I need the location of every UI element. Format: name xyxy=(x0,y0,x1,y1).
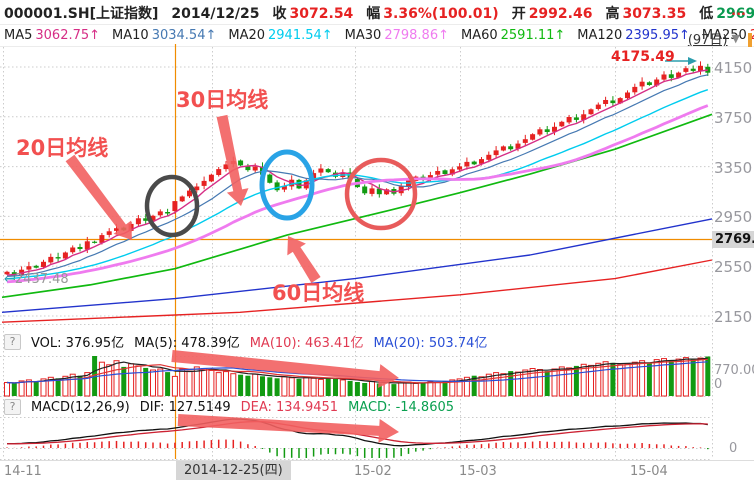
quote-field-收: 收 3072.54 xyxy=(272,6,354,22)
vol-ma10: MA(10): 463.41亿 xyxy=(249,336,364,351)
macd-dea: DEA: 134.9451 xyxy=(240,399,339,415)
quote-date: 2014/12/25 xyxy=(171,6,260,22)
ma-legend-MA10: MA10 3034.54↑ xyxy=(112,28,217,43)
annotation-arrows-group xyxy=(65,114,399,443)
volume-bars-group xyxy=(4,356,711,397)
y-tick: 3750 xyxy=(714,108,753,127)
vol-ma20: MA(20): 503.74亿 xyxy=(373,336,488,351)
ma-legend-bar: MA5 3062.75↑ MA10 3034.54↑ MA20 2941.54↑ MA30 2… xyxy=(4,28,754,43)
y-tick: 2950 xyxy=(714,208,753,227)
macd-histogram-group xyxy=(6,439,709,458)
low-price-marker: ←2437.48 xyxy=(4,272,69,287)
quote-field-高: 高 3073.35 xyxy=(605,6,687,22)
y-tick: 3350 xyxy=(714,158,753,177)
annotation-text: 60日均线 xyxy=(272,281,365,305)
vol-axis-max: 770.00亿 xyxy=(714,363,754,378)
symbol-name: 000001.SH[上证指数] xyxy=(4,6,159,22)
annotation-circles-group xyxy=(144,149,418,238)
vol-ma5: MA(5): 478.39亿 xyxy=(134,336,240,351)
macd-indicator-bar: ? MACD(12,26,9) DIF: 127.5149 DEA: 134.9… xyxy=(4,399,454,415)
vol-label: VOL: 376.95亿 xyxy=(31,336,125,351)
ma-legend-MA60: MA60 2591.11↑ xyxy=(460,28,566,43)
ma-legend-MA5: MA5 3062.75↑ xyxy=(4,28,101,43)
x-tick: 14-11 xyxy=(4,464,42,479)
x-tick: 15-04 xyxy=(630,464,668,479)
ma-legend-MA30: MA30 2798.86↑ xyxy=(344,28,449,43)
vol-axis-min: 0 xyxy=(714,377,723,392)
y-tick: 2550 xyxy=(714,258,753,277)
crosshair-date-tag: 2014-12-25(四) xyxy=(176,461,291,480)
quote-fields: 收 3072.54 幅 3.36%(100.01) 开 2992.46 高 3073.35 低 2… xyxy=(273,3,754,23)
period-selector[interactable]: (97日) ▼ xyxy=(688,29,740,48)
left-arrow-icon: ← xyxy=(4,272,15,287)
x-tick: 15-03 xyxy=(459,464,497,479)
quote-header: 000001.SH[上证指数] 2014/12/25 收 3072.54 幅 3.36… xyxy=(4,3,754,23)
crosshair-price-tag: 2769.37 xyxy=(712,231,754,248)
volume-indicator-bar: ? VOL: 376.95亿 MA(5): 478.39亿 MA(10): 46… xyxy=(4,332,487,351)
quote-field-开: 开 2992.46 xyxy=(511,6,593,22)
macd-value: MACD: -14.8605 xyxy=(348,399,455,415)
quote-field-幅: 幅 3.36%(100.01) xyxy=(366,6,499,22)
macd-axis-zero: 0 xyxy=(729,441,738,456)
help-icon[interactable]: ? xyxy=(4,399,21,415)
panel-edge-bar xyxy=(748,33,752,47)
header-more-ellipsis[interactable]: ... xyxy=(731,4,746,19)
annotation-text: 20日均线 xyxy=(16,136,109,160)
macd-name: MACD(12,26,9) xyxy=(31,399,130,415)
macd-dif: DIF: 127.5149 xyxy=(139,399,231,415)
y-tick: 2150 xyxy=(714,308,753,326)
chevron-down-icon[interactable]: ▼ xyxy=(731,32,740,45)
high-price-marker: 4175.49 xyxy=(611,49,675,65)
ma-legend-MA20: MA20 2941.54↑ xyxy=(228,28,333,43)
y-tick: 4150 xyxy=(714,59,753,77)
ma-legend-MA120: MA120 2395.95↑ xyxy=(577,28,690,43)
annotation-text: 30日均线 xyxy=(176,88,269,112)
x-tick: 15-02 xyxy=(354,464,392,479)
help-icon[interactable]: ? xyxy=(4,333,21,350)
period-label[interactable]: (97日) xyxy=(687,33,728,48)
